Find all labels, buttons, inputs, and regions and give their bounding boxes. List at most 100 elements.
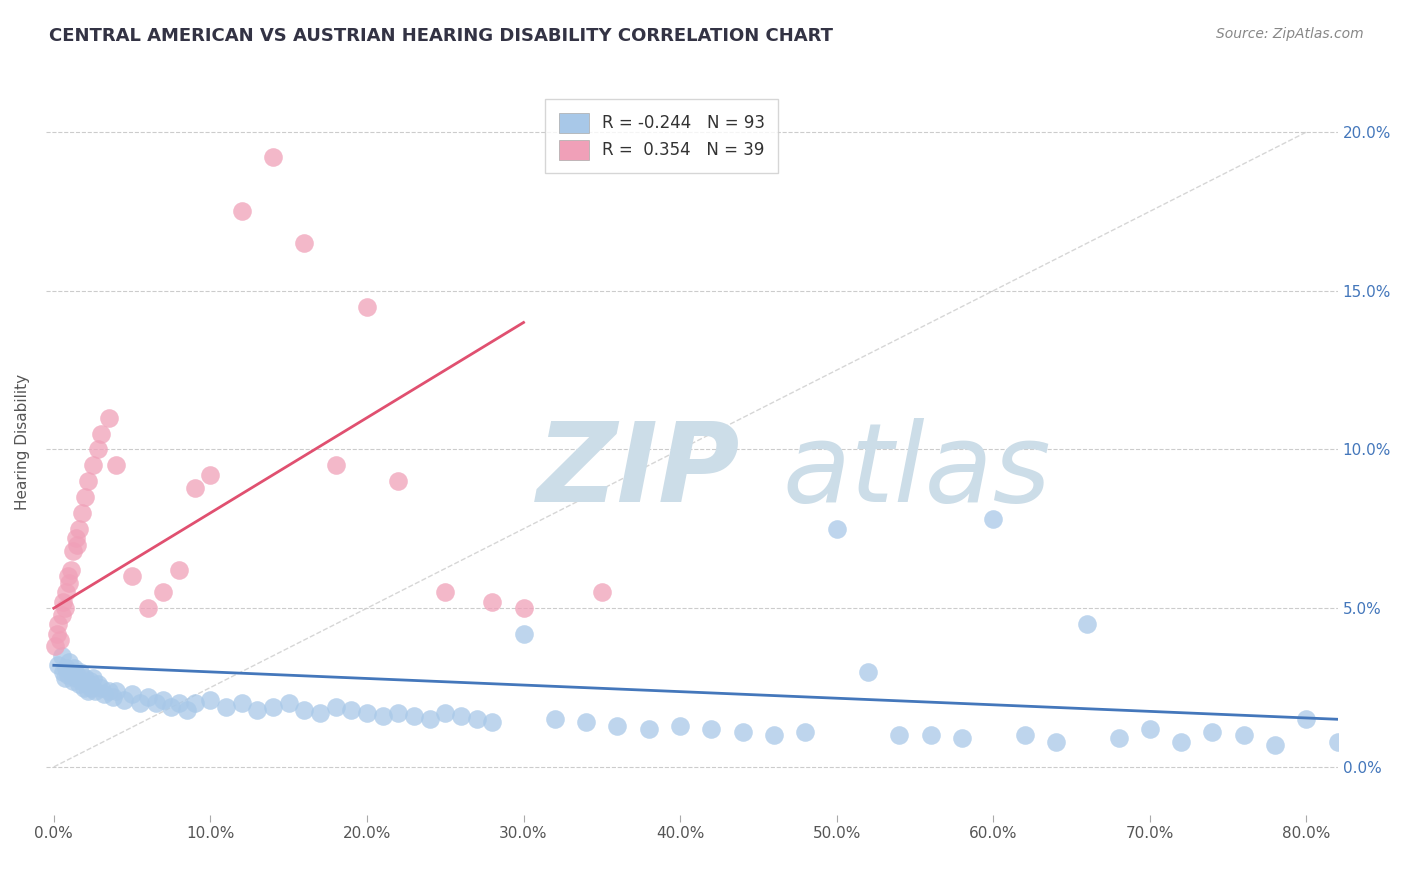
- Point: [591, 585, 613, 599]
- Point: [481, 595, 503, 609]
- Point: [387, 474, 409, 488]
- Point: [51, 607, 73, 622]
- Point: [340, 703, 363, 717]
- Point: [121, 687, 143, 701]
- Point: [86, 677, 108, 691]
- Point: [112, 693, 135, 707]
- Point: [825, 522, 848, 536]
- Point: [246, 703, 269, 717]
- Point: [97, 410, 120, 425]
- Point: [434, 706, 457, 720]
- Point: [292, 236, 315, 251]
- Point: [136, 690, 159, 704]
- Point: [56, 569, 79, 583]
- Point: [794, 725, 817, 739]
- Point: [62, 674, 84, 689]
- Point: [80, 681, 103, 695]
- Point: [231, 204, 253, 219]
- Point: [48, 617, 70, 632]
- Point: [371, 709, 394, 723]
- Point: [325, 699, 347, 714]
- Point: [67, 677, 90, 691]
- Point: [75, 671, 97, 685]
- Point: [309, 706, 332, 720]
- Text: ZIP: ZIP: [537, 417, 741, 524]
- Point: [356, 706, 378, 720]
- Point: [1014, 728, 1036, 742]
- Point: [58, 575, 80, 590]
- Point: [53, 601, 76, 615]
- Point: [129, 697, 152, 711]
- Point: [75, 490, 97, 504]
- Point: [65, 532, 87, 546]
- Point: [200, 467, 222, 482]
- Point: [981, 512, 1004, 526]
- Point: [105, 683, 128, 698]
- Point: [79, 674, 101, 689]
- Point: [176, 703, 198, 717]
- Legend: R = -0.244   N = 93, R =  0.354   N = 39: R = -0.244 N = 93, R = 0.354 N = 39: [546, 99, 778, 173]
- Point: [450, 709, 472, 723]
- Point: [62, 544, 84, 558]
- Point: [66, 538, 89, 552]
- Point: [1076, 617, 1098, 632]
- Point: [856, 665, 879, 679]
- Point: [60, 665, 83, 679]
- Point: [419, 712, 441, 726]
- Point: [44, 640, 66, 654]
- Point: [262, 150, 284, 164]
- Point: [1045, 734, 1067, 748]
- Point: [77, 683, 100, 698]
- Point: [152, 585, 174, 599]
- Point: [160, 699, 183, 714]
- Point: [434, 585, 457, 599]
- Point: [82, 458, 104, 473]
- Point: [325, 458, 347, 473]
- Point: [52, 595, 75, 609]
- Point: [83, 683, 105, 698]
- Point: [262, 699, 284, 714]
- Point: [215, 699, 238, 714]
- Point: [63, 661, 86, 675]
- Point: [544, 712, 567, 726]
- Point: [105, 458, 128, 473]
- Point: [950, 731, 973, 746]
- Point: [481, 715, 503, 730]
- Point: [152, 693, 174, 707]
- Point: [53, 671, 76, 685]
- Point: [93, 687, 115, 701]
- Point: [72, 681, 94, 695]
- Point: [292, 703, 315, 717]
- Point: [731, 725, 754, 739]
- Text: atlas: atlas: [782, 417, 1050, 524]
- Point: [277, 697, 299, 711]
- Point: [56, 668, 79, 682]
- Point: [1108, 731, 1130, 746]
- Point: [167, 697, 190, 711]
- Point: [45, 626, 67, 640]
- Point: [67, 522, 90, 536]
- Point: [700, 722, 723, 736]
- Point: [669, 718, 692, 732]
- Point: [1374, 740, 1396, 755]
- Point: [82, 671, 104, 685]
- Point: [512, 626, 534, 640]
- Point: [145, 697, 167, 711]
- Point: [55, 661, 77, 675]
- Point: [402, 709, 425, 723]
- Point: [70, 506, 93, 520]
- Point: [49, 632, 72, 647]
- Point: [465, 712, 488, 726]
- Point: [512, 601, 534, 615]
- Point: [51, 648, 73, 663]
- Point: [1264, 738, 1286, 752]
- Point: [200, 693, 222, 707]
- Point: [1295, 712, 1317, 726]
- Point: [90, 681, 112, 695]
- Point: [356, 300, 378, 314]
- Point: [69, 665, 91, 679]
- Point: [167, 563, 190, 577]
- Text: CENTRAL AMERICAN VS AUSTRIAN HEARING DISABILITY CORRELATION CHART: CENTRAL AMERICAN VS AUSTRIAN HEARING DIS…: [49, 27, 834, 45]
- Point: [763, 728, 786, 742]
- Point: [575, 715, 598, 730]
